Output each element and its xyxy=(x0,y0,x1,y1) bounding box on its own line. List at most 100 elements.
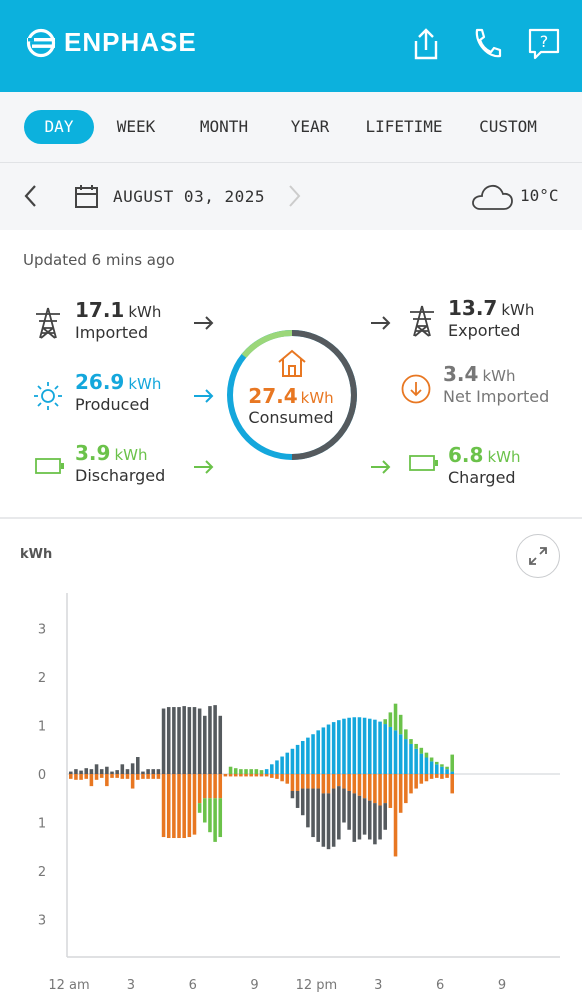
grid-tower-export-icon xyxy=(410,305,434,337)
bar-grid-import xyxy=(99,769,104,774)
bar-grid-import xyxy=(74,769,78,774)
bar-solar xyxy=(347,717,351,774)
bar-consumption xyxy=(331,774,336,789)
bar-consumption xyxy=(383,774,387,804)
calendar-icon[interactable] xyxy=(74,184,100,210)
bar-battery-discharge xyxy=(254,769,259,774)
bar-battery-discharge xyxy=(388,712,393,727)
bar-grid-export xyxy=(337,786,341,840)
bar-solar xyxy=(419,753,424,774)
bar-battery-discharge xyxy=(409,739,413,744)
tab-week[interactable]: WEEK xyxy=(116,117,156,136)
bar-grid-export xyxy=(316,788,320,842)
bar-consumption xyxy=(254,774,259,777)
house-icon xyxy=(278,349,306,377)
bar-solar xyxy=(445,769,449,774)
sun-icon xyxy=(34,382,62,410)
bar-grid-import xyxy=(84,768,89,774)
bar-grid-import xyxy=(213,705,217,774)
bar-consumption xyxy=(404,774,408,804)
bar-consumption xyxy=(156,774,161,779)
bar-solar xyxy=(275,760,279,774)
bar-grid-export xyxy=(383,803,387,830)
discharged-stat: 3.9 kWh Discharged xyxy=(75,441,165,485)
bar-grid-export xyxy=(311,788,315,838)
bar-consumption xyxy=(84,774,89,779)
bar-grid-import xyxy=(120,764,125,774)
bar-consumption xyxy=(362,774,367,799)
bar-solar xyxy=(316,730,320,774)
bar-grid-import xyxy=(197,708,202,774)
bar-solar xyxy=(373,719,377,774)
tab-lifetime[interactable]: LIFETIME xyxy=(365,117,443,136)
bar-grid-import xyxy=(203,715,207,774)
bar-consumption xyxy=(409,774,413,794)
bar-consumption xyxy=(306,774,310,789)
bar-consumption xyxy=(99,774,104,778)
bar-consumption xyxy=(89,774,94,787)
call-button[interactable] xyxy=(469,26,503,62)
bar-consumption xyxy=(337,774,341,787)
expand-chart-button[interactable] xyxy=(516,534,560,578)
bar-battery-charge xyxy=(203,798,207,823)
bar-consumption xyxy=(69,774,73,779)
bar-solar xyxy=(414,748,418,774)
bar-consumption xyxy=(182,774,186,839)
bar-grid-export xyxy=(373,803,377,845)
selected-date[interactable]: AUGUST 03, 2025 xyxy=(113,187,265,206)
bar-consumption xyxy=(373,774,377,804)
tab-custom[interactable]: CUSTOM xyxy=(479,117,537,136)
bar-grid-import xyxy=(166,707,171,774)
bar-grid-import xyxy=(141,771,145,774)
consumption-ring xyxy=(227,330,357,460)
bar-battery-discharge xyxy=(249,769,253,774)
bar-grid-import xyxy=(115,770,119,774)
bar-consumption xyxy=(285,774,290,784)
bar-solar xyxy=(429,761,434,774)
net-imported-label: Net Imported xyxy=(443,387,550,406)
charged-stat: 6.8 kWh Charged xyxy=(448,443,520,487)
bar-solar xyxy=(331,722,336,774)
chevron-left-icon[interactable] xyxy=(20,183,42,209)
bar-grid-import xyxy=(172,707,176,774)
tab-month[interactable]: MONTH xyxy=(199,117,249,136)
bar-consumption xyxy=(450,774,455,794)
bar-consumption xyxy=(264,774,269,777)
y-tick-label: 0 xyxy=(38,768,46,783)
bar-consumption xyxy=(300,774,305,789)
bar-grid-import xyxy=(146,769,150,774)
bar-grid-import xyxy=(110,771,114,774)
bar-consumption xyxy=(177,774,181,839)
bar-consumption xyxy=(172,774,176,839)
share-button[interactable] xyxy=(409,26,443,62)
exported-value: 13.7 xyxy=(448,296,498,320)
bar-grid-import xyxy=(105,766,109,774)
bar-grid-export xyxy=(352,793,357,842)
bar-grid-export xyxy=(357,795,362,840)
tab-day[interactable]: DAY xyxy=(24,110,94,144)
energy-chart: 3 2 1 0 1 2 3 12 am 3 6 9 12 pm 3 6 9 xyxy=(38,593,560,993)
imported-unit: kWh xyxy=(128,303,162,321)
bar-battery-discharge xyxy=(414,743,418,749)
exported-label: Exported xyxy=(448,321,521,340)
imported-stat: 17.1 kWh Imported xyxy=(75,298,161,342)
app-header: ENPHASE ? xyxy=(0,0,582,92)
bar-consumption xyxy=(203,774,207,799)
charged-value: 6.8 xyxy=(448,443,484,467)
tab-year[interactable]: YEAR xyxy=(290,117,330,136)
help-button[interactable]: ? xyxy=(527,26,561,62)
bar-consumption xyxy=(249,774,253,777)
x-tick-label: 12 am xyxy=(48,978,89,993)
bar-consumption xyxy=(311,774,315,789)
bar-consumption xyxy=(146,774,150,779)
bar-grid-import xyxy=(156,769,161,774)
discharged-arrow-icon xyxy=(194,460,214,474)
bar-battery-discharge xyxy=(239,769,243,774)
bar-solar xyxy=(383,724,387,774)
bar-grid-export xyxy=(367,800,372,840)
bar-solar xyxy=(393,730,398,774)
battery-charge-icon xyxy=(409,455,438,471)
bar-grid-export xyxy=(321,793,326,847)
bar-battery-discharge xyxy=(424,752,429,758)
y-tick-label: 1 xyxy=(38,817,46,832)
